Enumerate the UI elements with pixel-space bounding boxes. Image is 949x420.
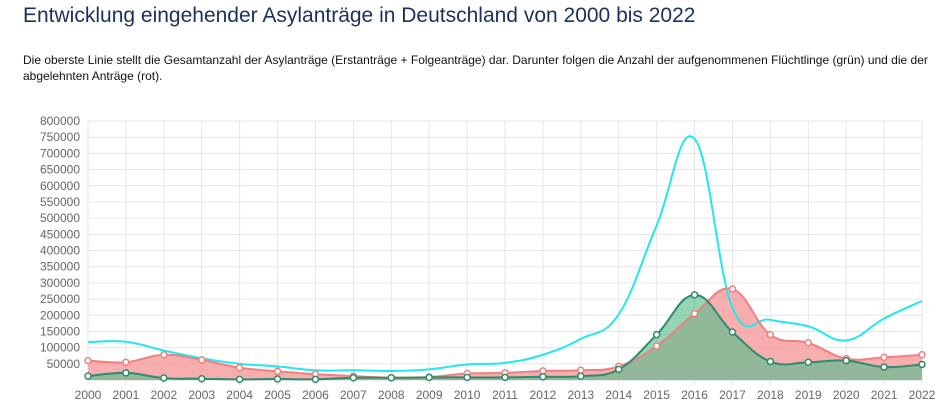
series-2-point — [387, 373, 396, 382]
x-tick-label: 2002 — [150, 388, 177, 402]
series-1-point — [122, 358, 130, 366]
y-tick-label: 200000 — [40, 308, 80, 322]
x-tick-label: 2006 — [302, 388, 329, 402]
x-tick-label: 2011 — [492, 388, 518, 402]
series-1-point — [766, 330, 775, 339]
series-2-point — [918, 360, 926, 369]
y-tick-label: 50000 — [47, 357, 81, 371]
series-2-point — [766, 357, 775, 366]
series-2-point — [463, 373, 471, 382]
x-tick-label: 2017 — [719, 388, 746, 402]
series-2-point — [197, 374, 206, 383]
series-1-point — [84, 356, 92, 365]
series-1-point — [804, 339, 813, 347]
x-tick-label: 2021 — [871, 388, 898, 402]
series-2-point — [160, 374, 168, 382]
y-tick-label: 650000 — [40, 163, 80, 177]
page-title: Entwicklung eingehender Asylanträge in D… — [23, 4, 696, 27]
y-tick-label: 550000 — [40, 195, 80, 209]
series-1-point — [918, 350, 926, 359]
series-1-point — [690, 309, 699, 318]
series-1-point — [160, 350, 168, 359]
series-2-point — [804, 358, 813, 366]
series-2-point — [690, 291, 699, 299]
chart-areas — [88, 288, 922, 380]
series-2-area — [88, 294, 922, 380]
y-tick-label: 700000 — [40, 146, 80, 160]
series-2-point — [235, 375, 244, 384]
x-tick-label: 2005 — [264, 388, 291, 402]
x-tick-label: 2003 — [188, 388, 215, 402]
series-2-point — [880, 363, 888, 371]
series-2-point — [84, 372, 92, 380]
series-2-point — [539, 373, 547, 381]
y-tick-label: 150000 — [40, 324, 80, 338]
series-2-point — [273, 375, 282, 383]
x-axis: 2000 2001 2002 2003 2004 2005 2006 2007 2008 2009… — [75, 388, 936, 402]
series-0-line — [87, 135, 923, 372]
chart-description: Die oberste Linie stellt die Gesamtanzah… — [23, 53, 928, 83]
x-tick-label: 2004 — [226, 388, 253, 402]
y-tick-label: 300000 — [40, 276, 80, 290]
series-2-point — [614, 365, 623, 374]
series-1-point — [652, 342, 661, 350]
chart-points — [84, 285, 926, 384]
area-chart: 50000 100000 150000 200000 250000 300000 35000… — [40, 114, 936, 402]
series-2-point — [652, 330, 661, 339]
y-tick-label: 400000 — [40, 244, 80, 258]
x-tick-label: 2007 — [340, 388, 367, 402]
x-tick-label: 2008 — [378, 388, 405, 402]
x-tick-label: 2015 — [643, 388, 670, 402]
series-1-point — [235, 363, 244, 372]
series-2-point — [842, 356, 850, 365]
x-tick-label: 2014 — [605, 388, 632, 402]
y-tick-label: 250000 — [40, 292, 80, 306]
chart-grid — [87, 120, 923, 385]
y-tick-label: 450000 — [40, 227, 80, 241]
series-2-point — [728, 328, 737, 336]
series-2-point — [349, 373, 358, 382]
series-1-point — [273, 367, 282, 376]
x-tick-label: 2000 — [75, 388, 102, 402]
x-tick-label: 2016 — [681, 388, 708, 402]
y-tick-label: 600000 — [40, 179, 80, 193]
y-axis: 50000 100000 150000 200000 250000 300000 35000… — [40, 114, 80, 371]
series-2-point — [425, 373, 433, 382]
series-2-point — [577, 372, 585, 380]
y-tick-label: 800000 — [40, 114, 80, 128]
series-2-point — [311, 375, 320, 384]
x-tick-label: 2010 — [454, 388, 481, 402]
x-tick-label: 2001 — [113, 388, 140, 402]
y-tick-label: 750000 — [40, 130, 80, 144]
y-tick-label: 350000 — [40, 260, 80, 274]
x-tick-label: 2019 — [795, 388, 822, 402]
y-tick-label: 100000 — [40, 341, 80, 355]
series-1-point — [197, 356, 206, 364]
x-tick-label: 2018 — [757, 388, 784, 402]
series-1-point — [880, 353, 888, 362]
x-tick-label: 2012 — [530, 388, 557, 402]
series-1-point — [728, 285, 737, 293]
series-2-point — [122, 369, 130, 377]
x-tick-label: 2022 — [909, 388, 936, 402]
x-tick-label: 2009 — [416, 388, 443, 402]
x-tick-label: 2020 — [833, 388, 860, 402]
series-2-point — [501, 373, 509, 382]
y-tick-label: 500000 — [40, 211, 80, 225]
x-tick-label: 2013 — [567, 388, 594, 402]
